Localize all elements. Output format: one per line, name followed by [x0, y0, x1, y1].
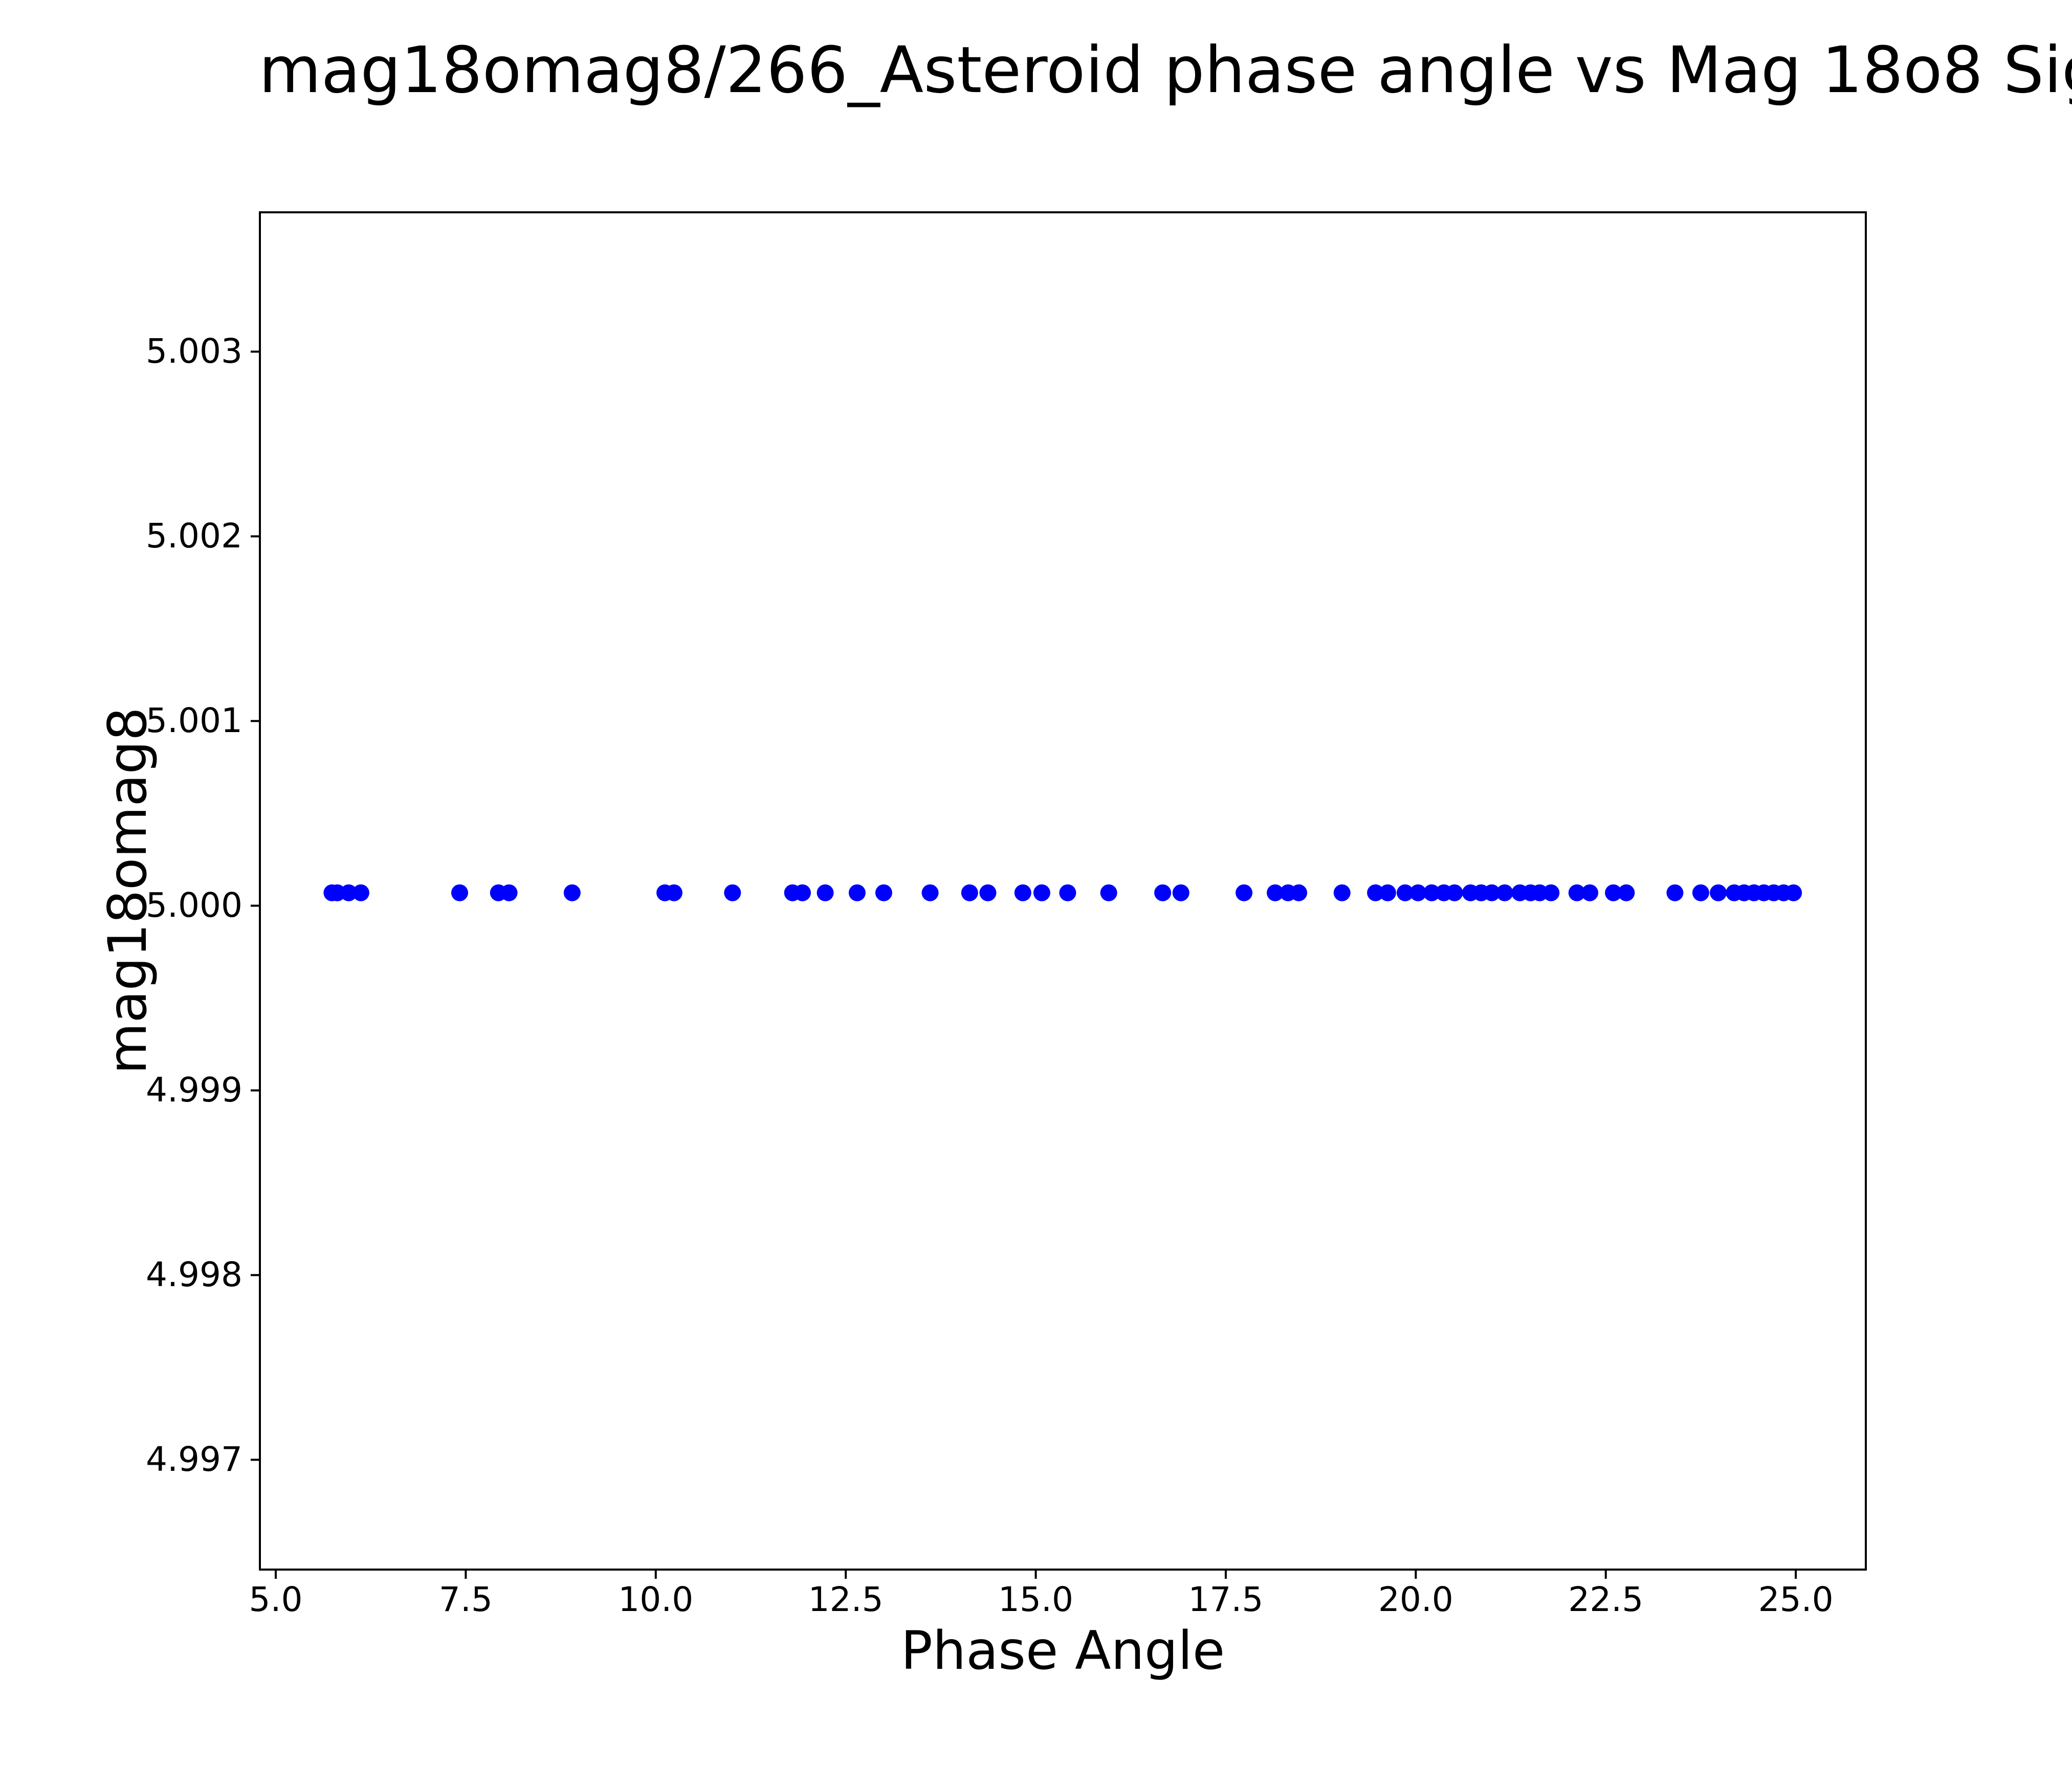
x-tick-label: 10.0 [618, 1580, 694, 1619]
y-tick-label: 5.001 [146, 701, 243, 741]
data-point [875, 884, 892, 901]
data-point [1333, 884, 1351, 901]
data-point [1059, 884, 1076, 901]
data-point [1710, 884, 1727, 901]
data-point [1014, 884, 1031, 901]
data-point [1397, 884, 1414, 901]
data-point [1496, 884, 1513, 901]
x-tick-label: 5.0 [249, 1580, 303, 1619]
y-tick-label: 4.998 [146, 1255, 243, 1295]
y-tick-label: 4.997 [146, 1440, 243, 1480]
data-point [1666, 884, 1684, 901]
data-points-group [323, 884, 1802, 901]
data-point [724, 884, 741, 901]
data-point [1446, 884, 1463, 901]
data-point [1423, 884, 1441, 901]
data-point [500, 884, 518, 901]
x-tick-label: 7.5 [438, 1580, 493, 1619]
data-point [1785, 884, 1802, 901]
data-point [1605, 884, 1622, 901]
data-point [1409, 884, 1427, 901]
x-tick-label: 15.0 [998, 1580, 1074, 1619]
data-point [352, 884, 369, 901]
data-point [1542, 884, 1560, 901]
data-point [1692, 884, 1709, 901]
data-point [1367, 884, 1384, 901]
tick-marks [251, 350, 1797, 1579]
data-point [1379, 884, 1396, 901]
data-point [961, 884, 978, 901]
chart-title: mag18omag8/266_Asteroid phase angle vs M… [259, 33, 2072, 107]
data-point [1172, 884, 1189, 901]
x-axis-label: Phase Angle [900, 1620, 1225, 1682]
data-point [1266, 884, 1284, 901]
data-point [793, 884, 811, 901]
data-point [1033, 884, 1050, 901]
y-tick-label: 5.002 [146, 516, 243, 556]
y-axis-label: mag18omag8 [97, 707, 159, 1074]
x-tick-label: 25.0 [1758, 1580, 1834, 1619]
data-point [848, 884, 866, 901]
data-point [1483, 884, 1501, 901]
data-point [1568, 884, 1585, 901]
data-point [563, 884, 581, 901]
x-tick-label: 17.5 [1188, 1580, 1264, 1619]
data-point [1236, 884, 1253, 901]
x-tick-label: 12.5 [808, 1580, 884, 1619]
data-point [451, 884, 468, 901]
y-tick-label: 5.000 [146, 886, 243, 925]
data-point [340, 884, 358, 901]
data-point [979, 884, 997, 901]
y-tick-label: 4.999 [146, 1070, 243, 1110]
y-tick-label: 5.003 [146, 332, 243, 371]
data-point [1100, 884, 1117, 901]
data-point [1154, 884, 1172, 901]
data-point [1290, 884, 1308, 901]
data-point [817, 884, 834, 901]
x-tick-label: 22.5 [1568, 1580, 1644, 1619]
data-point [1581, 884, 1599, 901]
data-point [921, 884, 939, 901]
data-point [1618, 884, 1635, 901]
x-tick-label: 20.0 [1378, 1580, 1453, 1619]
data-point [665, 884, 682, 901]
